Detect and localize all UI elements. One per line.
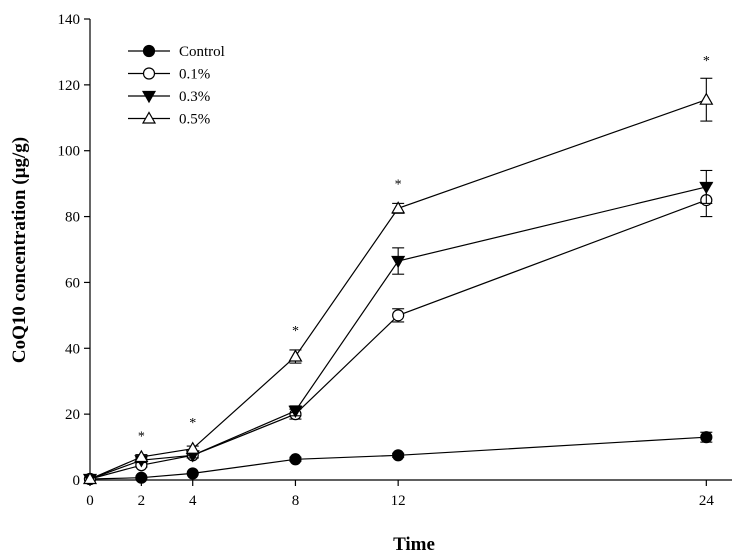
data-point: [82, 471, 98, 485]
data-point: [185, 441, 200, 454]
y-tick-label: 60: [65, 275, 80, 291]
legend-marker: [142, 67, 156, 80]
significance-marker: *: [138, 429, 145, 444]
annotations: * * * * *: [138, 54, 710, 444]
legend-item: 0.3%: [128, 89, 210, 105]
x-ticks: 0 2 4 8 12 24: [86, 480, 714, 509]
y-tick-label: 140: [58, 12, 81, 28]
x-tick-label: 8: [292, 493, 300, 509]
data-point: [699, 181, 714, 195]
y-tick-label: 40: [65, 341, 80, 357]
legend-item: 0.1%: [128, 67, 210, 83]
series-1: [83, 183, 713, 486]
y-tick-label: 120: [58, 78, 81, 94]
legend-label: Control: [179, 44, 225, 60]
data-point: [700, 431, 713, 444]
significance-marker: *: [292, 324, 299, 339]
y-tick-label: 100: [58, 144, 81, 160]
legend-label: 0.1%: [179, 67, 210, 83]
series-line: [89, 99, 707, 480]
series-line: [89, 186, 707, 480]
data-point: [289, 453, 302, 466]
data-point: [699, 92, 714, 105]
data-point: [288, 405, 303, 419]
legend: Control 0.1% 0.3% 0.5%: [128, 44, 225, 128]
data-point: [186, 467, 199, 480]
legend-label: 0.5%: [179, 112, 210, 128]
data-point: [135, 471, 148, 484]
legend-item: Control: [128, 44, 225, 60]
series-3: [82, 77, 714, 485]
data-point: [391, 255, 406, 269]
data-point: [392, 449, 405, 462]
significance-marker: *: [395, 177, 402, 192]
series-line: [89, 199, 707, 480]
x-tick-label: 2: [138, 493, 146, 509]
y-tick-label: 20: [65, 407, 80, 423]
legend-marker: [142, 44, 156, 58]
x-tick-label: 12: [391, 493, 406, 509]
legend-marker: [141, 111, 157, 124]
legend-label: 0.3%: [179, 89, 210, 105]
legend-item: 0.5%: [128, 111, 210, 128]
y-ticks: 0 20 40 60 80 100 120 140: [58, 12, 90, 489]
series-2: [82, 169, 714, 487]
y-tick-label: 0: [73, 473, 81, 489]
data-point: [392, 309, 405, 322]
series-layer: [82, 77, 714, 487]
y-tick-label: 80: [65, 210, 80, 226]
significance-marker: *: [189, 416, 196, 431]
legend-marker: [141, 90, 157, 104]
x-axis-title: Time: [393, 534, 435, 555]
x-tick-label: 4: [189, 493, 197, 509]
axes: [89, 19, 732, 481]
x-tick-label: 24: [699, 493, 715, 509]
data-point: [134, 449, 149, 463]
y-axis-title: CoQ10 concentration (µg/g): [9, 137, 30, 363]
data-point: [288, 349, 303, 362]
significance-marker: *: [703, 54, 710, 69]
series-line: [89, 436, 707, 480]
data-point: [391, 201, 406, 214]
x-tick-label: 0: [86, 493, 94, 509]
